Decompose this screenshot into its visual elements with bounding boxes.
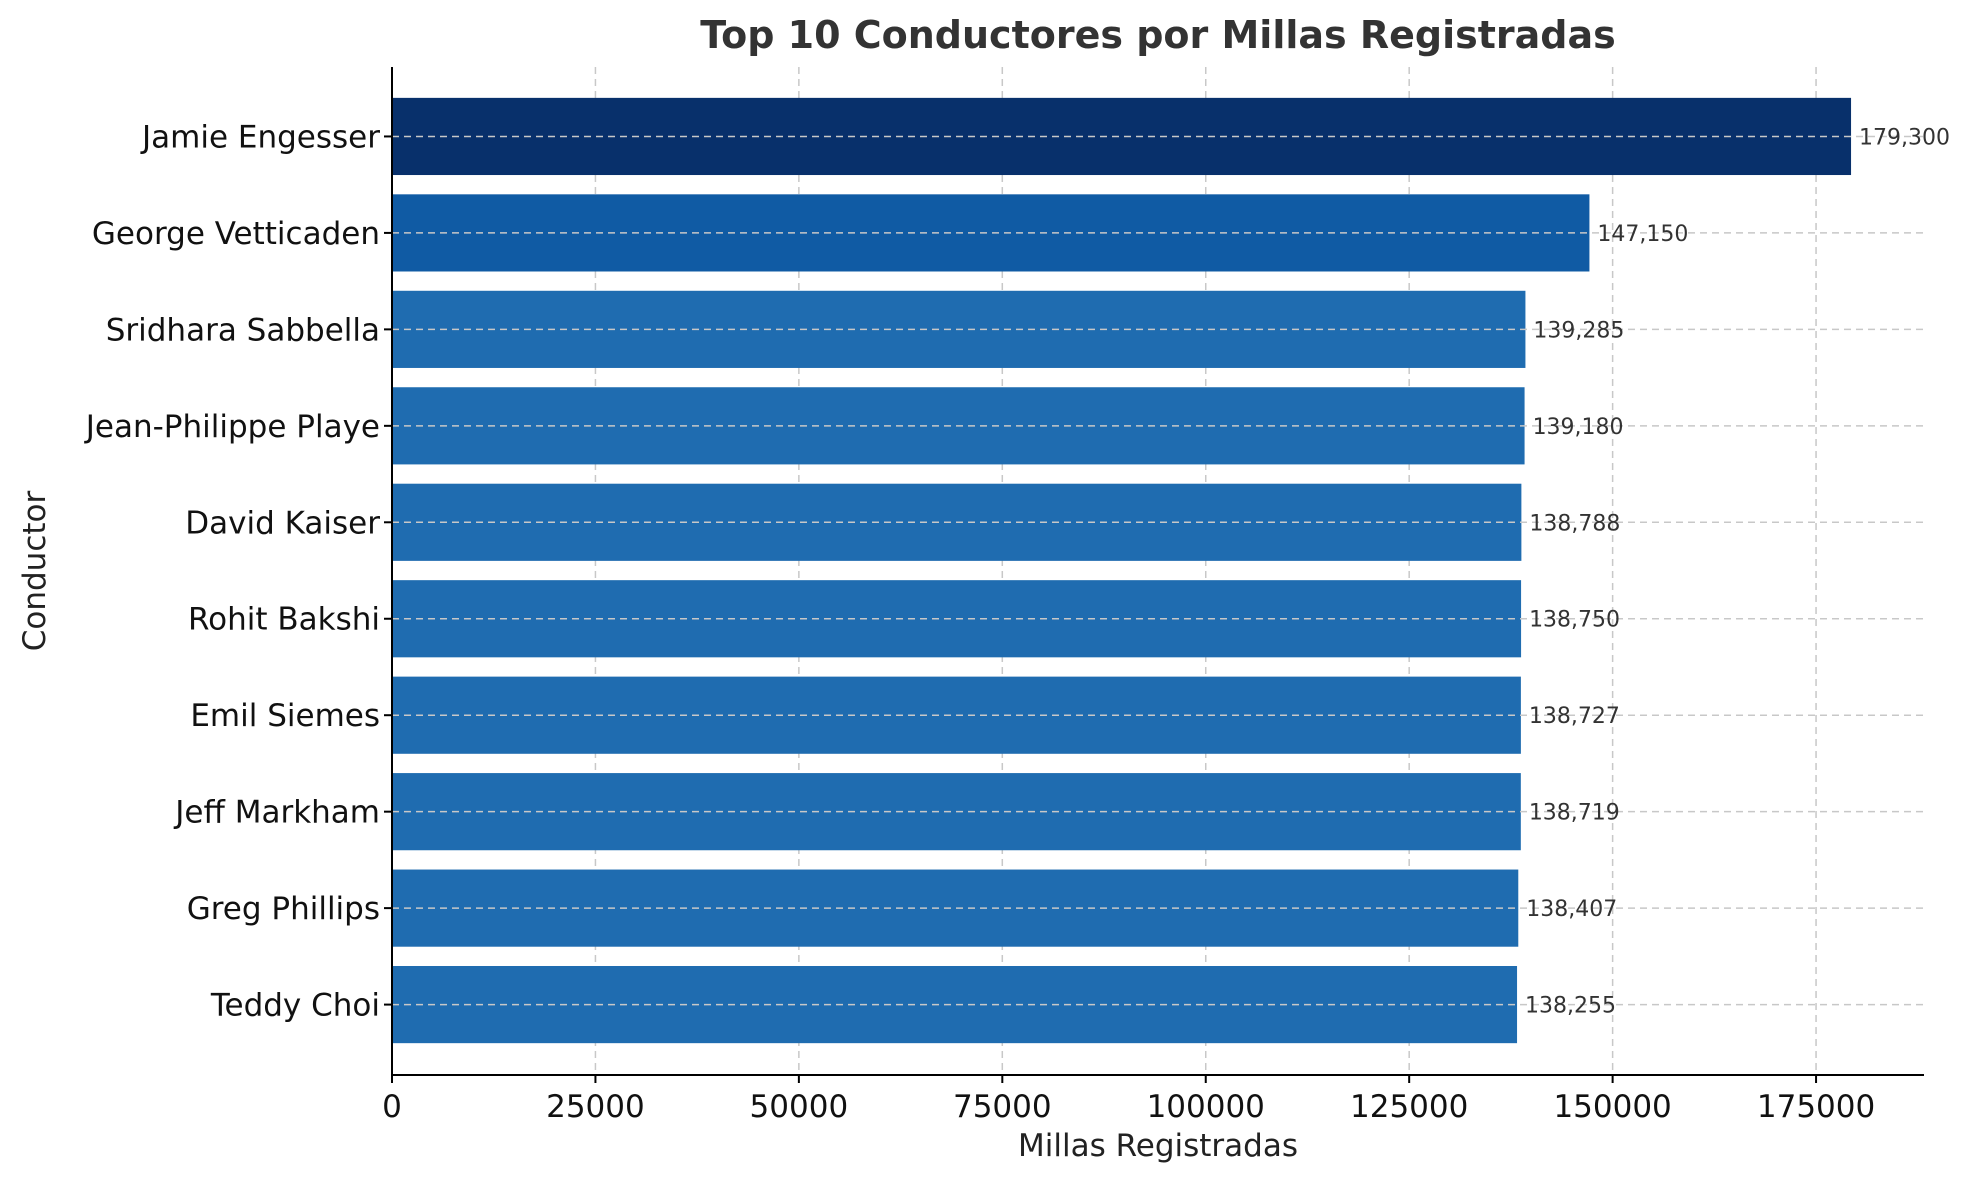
y-tick-label: Teddy Choi: [210, 988, 380, 1024]
value-label: 179,300: [1859, 125, 1950, 150]
y-tick-label: Emil Siemes: [190, 698, 380, 734]
x-tick-label: 100000: [1147, 1089, 1265, 1125]
x-tick-label: 75000: [953, 1089, 1052, 1125]
x-tick-label: 175000: [1757, 1089, 1875, 1125]
y-tick-label: Greg Phillips: [187, 891, 380, 927]
y-tick-label: Sridhara Sabbella: [106, 312, 380, 348]
horizontal-grid: [392, 135, 1924, 1006]
value-label: 138,788: [1529, 511, 1620, 536]
value-label: 139,285: [1533, 318, 1624, 343]
x-tick-label: 50000: [750, 1089, 849, 1125]
x-ticks: 0 25000 50000 75000 100000 125000 150000 175000: [382, 1075, 1875, 1125]
value-label: 138,719: [1529, 801, 1620, 826]
x-tick-label: 150000: [1553, 1089, 1671, 1125]
axes: [391, 67, 1924, 1076]
value-label: 147,150: [1597, 222, 1688, 247]
y-tick-label: David Kaiser: [185, 505, 380, 541]
value-label: 138,750: [1529, 608, 1620, 633]
value-label: 138,407: [1526, 897, 1617, 922]
x-tick-label: 0: [382, 1089, 402, 1125]
chart-title: Top 10 Conductores por Millas Registrada…: [700, 13, 1616, 57]
y-tick-label: Jeff Markham: [173, 795, 380, 831]
x-axis-title: Millas Registradas: [1018, 1128, 1298, 1164]
y-ticks: Jamie Engesser George Vetticaden Sridhara …: [84, 119, 392, 1024]
y-tick-label: Jean-Philippe Playe: [84, 409, 380, 445]
y-axis-title: Conductor: [17, 491, 53, 652]
y-tick-label: Rohit Bakshi: [188, 602, 380, 638]
value-labels: 179,300 147,150 139,285 139,180 138,788 138,7…: [1525, 125, 1950, 1018]
y-tick-label: Jamie Engesser: [140, 119, 380, 155]
bar: [392, 194, 1590, 272]
x-tick-label: 125000: [1350, 1089, 1468, 1125]
value-label: 139,180: [1533, 415, 1624, 440]
value-label: 138,255: [1525, 994, 1616, 1019]
value-label: 138,727: [1529, 704, 1620, 729]
y-tick-label: George Vetticaden: [92, 216, 380, 252]
x-tick-label: 25000: [546, 1089, 645, 1125]
